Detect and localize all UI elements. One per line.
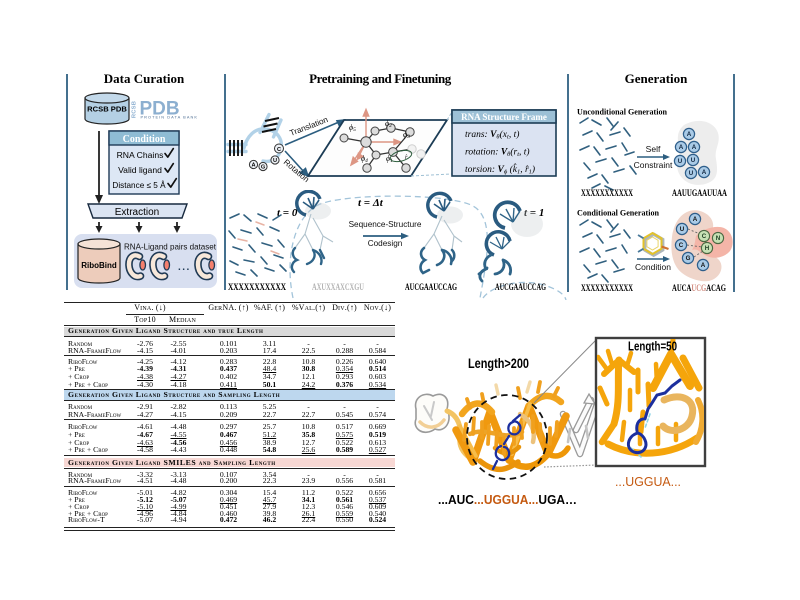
svg-text:...: ... (178, 262, 191, 273)
svg-text:...AUC...UGGUA...UGA…: ...AUC...UGGUA...UGA… (438, 492, 577, 507)
svg-text:C: C (277, 147, 281, 153)
svg-text:U: U (689, 170, 694, 177)
svg-text:RNA Chains: RNA Chains (117, 150, 164, 160)
svg-text:XXXXXXXXXXX: XXXXXXXXXXX (581, 284, 633, 294)
svg-text:N: N (716, 235, 721, 242)
svg-text:PDB: PDB (140, 99, 180, 120)
svg-text:ϕ5: ϕ5 (349, 123, 356, 133)
svg-text:ϕ3: ϕ3 (403, 130, 410, 140)
svg-text:ϕ2: ϕ2 (385, 119, 392, 129)
svg-text:H: H (705, 245, 710, 252)
svg-text:trans: Vθ(xt, t): trans: Vθ(xt, t) (465, 129, 519, 141)
svg-text:ϕ4: ϕ4 (361, 154, 368, 164)
svg-text:Unconditional Generation: Unconditional Generation (577, 107, 667, 117)
svg-text:A: A (701, 262, 706, 269)
svg-text:C: C (679, 242, 684, 249)
svg-text:Extraction: Extraction (115, 207, 159, 218)
svg-text:AUCGAAUCCAG: AUCGAAUCCAG (405, 283, 457, 293)
svg-text:XXXXXXXXXXX: XXXXXXXXXXX (228, 283, 286, 293)
svg-text:U: U (273, 158, 277, 164)
svg-text:RCSB: RCSB (132, 101, 138, 118)
svg-text:AXUXXAXCXGU: AXUXXAXCXGU (312, 283, 364, 293)
svg-text:r̂: r̂ (405, 155, 408, 161)
svg-text:AUCGAAUCCAG: AUCGAAUCCAG (495, 283, 546, 293)
svg-text:PROTEIN DATA BANK: PROTEIN DATA BANK (141, 114, 198, 119)
svg-text:RCSB PDB: RCSB PDB (87, 105, 127, 114)
svg-text:t = 0: t = 0 (277, 207, 298, 219)
svg-text:RiboBind: RiboBind (81, 261, 117, 270)
svg-text:RNA-Ligand pairs dataset: RNA-Ligand pairs dataset (124, 243, 217, 252)
svg-text:U: U (691, 157, 696, 164)
svg-text:Constraint: Constraint (634, 160, 673, 170)
svg-text:torsion: Vϕ (k̂1, r̂1): torsion: Vϕ (k̂1, r̂1) (465, 162, 535, 175)
svg-text:RNA Structure Frame: RNA Structure Frame (461, 112, 547, 122)
svg-text:t = Δt: t = Δt (358, 197, 384, 209)
svg-text:Conditional Generation: Conditional Generation (577, 208, 659, 218)
svg-text:A: A (687, 131, 692, 138)
svg-text:Codesign: Codesign (368, 239, 403, 248)
svg-text:Valid ligand: Valid ligand (118, 165, 162, 175)
svg-text:Distance ≤ 5 Å: Distance ≤ 5 Å (112, 180, 166, 190)
svg-text:A: A (251, 163, 255, 169)
svg-text:A: A (702, 169, 707, 176)
svg-text:Self: Self (646, 144, 661, 154)
svg-text:Sequence-Structure: Sequence-Structure (349, 220, 422, 229)
svg-text:G: G (686, 255, 691, 262)
svg-text:Length>200: Length>200 (468, 356, 529, 371)
svg-text:AUCAUCGACAG: AUCAUCGACAG (672, 284, 726, 294)
svg-text:A: A (692, 144, 697, 151)
svg-text:U: U (678, 158, 683, 165)
svg-text:Length=50: Length=50 (628, 340, 677, 354)
svg-text:t = 1: t = 1 (524, 207, 544, 219)
svg-text:rotation: Vθ(rt, t): rotation: Vθ(rt, t) (465, 147, 530, 159)
svg-text:A: A (679, 144, 684, 151)
svg-text:XXXXXXXXXXX: XXXXXXXXXXX (581, 189, 633, 199)
svg-text:Condition: Condition (123, 134, 166, 145)
svg-text:...UGGUA...: ...UGGUA... (615, 475, 681, 489)
svg-text:C: C (702, 233, 707, 240)
svg-text:U: U (680, 226, 685, 233)
svg-text:AAUUGAAUUAA: AAUUGAAUUAA (672, 189, 727, 199)
svg-text:G: G (261, 165, 265, 171)
svg-text:Condition: Condition (635, 262, 671, 272)
svg-text:A: A (693, 216, 698, 223)
